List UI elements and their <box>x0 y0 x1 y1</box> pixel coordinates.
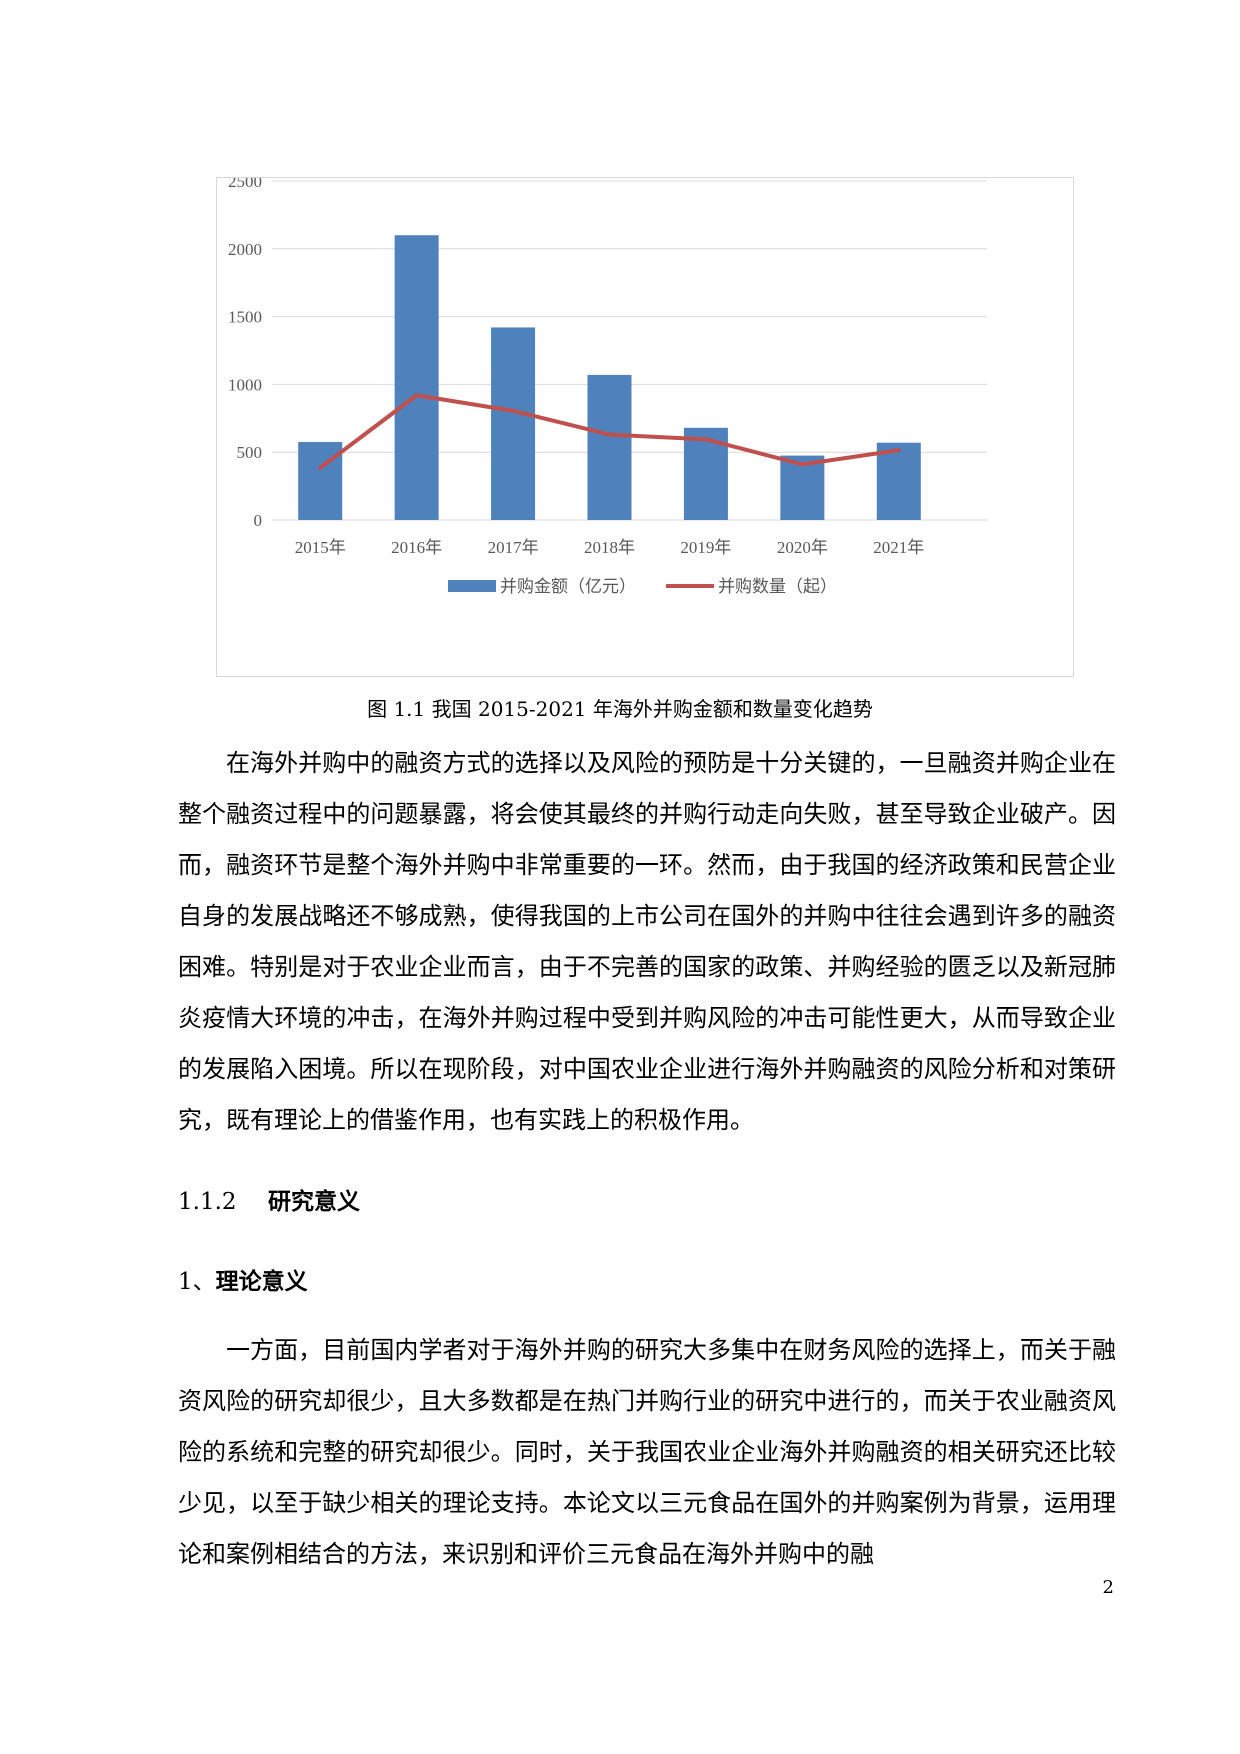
legend-swatch-bar <box>448 580 496 592</box>
y-tick-label: 1000 <box>228 375 262 394</box>
x-tick-label: 2019年 <box>680 538 731 557</box>
subsection-title: 理论意义 <box>215 1268 308 1295</box>
x-tick-label: 2015年 <box>295 538 346 557</box>
x-tick-label: 2020年 <box>777 538 828 557</box>
line-point <box>416 394 418 396</box>
y-tick-label: 500 <box>237 443 263 462</box>
x-tick-label: 2016年 <box>391 538 442 557</box>
page-number: 2 <box>1102 1577 1114 1598</box>
line-point <box>705 438 707 440</box>
bar-line-chart: 0 500 1000 1500 2000 2500 2015年 2016年 2017年 2018年… <box>228 178 987 596</box>
y-tick-label: 0 <box>254 511 263 530</box>
subsection-number: 1、 <box>178 1269 216 1295</box>
bar <box>394 235 439 521</box>
figure-caption: 图 1.1 我国 2015-2021 年海外并购金额和数量变化趋势 <box>367 697 873 721</box>
legend-label: 并购金额（亿元） <box>500 577 636 596</box>
line-point <box>898 449 900 451</box>
paragraph: 一方面，目前国内学者对于海外并购的研究大多集中在财务风险的选择上，而关于融资风险… <box>178 1336 1116 1568</box>
paragraph: 在海外并购中的融资方式的选择以及风险的预防是十分关键的，一旦融资并购企业在整个融… <box>178 749 1116 1134</box>
bar <box>491 327 536 520</box>
section-title: 研究意义 <box>268 1188 360 1215</box>
bar <box>876 442 921 520</box>
legend-label: 并购数量（起） <box>718 577 837 596</box>
x-tick-label: 2018年 <box>584 538 635 557</box>
subsection-heading: 1、理论意义 <box>178 1262 308 1296</box>
y-tick-label: 1500 <box>228 308 262 327</box>
chart-container: 0 500 1000 1500 2000 2500 2015年 2016年 2017年 2018年… <box>216 177 1074 677</box>
line-point <box>512 410 514 412</box>
section-heading: 1.1.2 研究意义 <box>178 1182 360 1216</box>
y-tick-label: 2000 <box>228 240 262 259</box>
line-point <box>609 434 610 436</box>
x-tick-label: 2017年 <box>488 538 539 557</box>
y-tick-label: 2500 <box>228 178 262 191</box>
x-tick-label: 2021年 <box>873 538 924 557</box>
line-point <box>801 463 803 465</box>
line-point <box>319 467 321 469</box>
section-number: 1.1.2 <box>178 1189 237 1215</box>
bar <box>587 374 632 520</box>
